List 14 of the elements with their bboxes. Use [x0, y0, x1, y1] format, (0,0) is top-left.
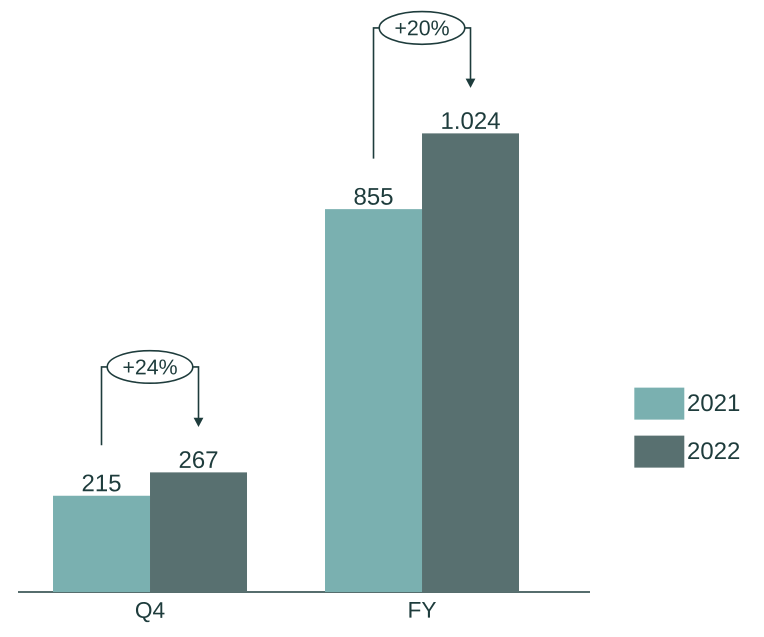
data-label: 1.024 — [442, 112, 500, 130]
data-label: 215 — [82, 474, 121, 492]
annotation: +24% — [123, 359, 177, 374]
bar — [422, 133, 520, 592]
data-label: 267 — [180, 451, 218, 468]
bar — [53, 496, 150, 592]
legend-label: 2022 — [688, 442, 740, 460]
bar — [325, 209, 422, 592]
bar — [150, 472, 248, 592]
text: +20% — [395, 20, 449, 36]
x-tick-label: FY — [409, 602, 436, 618]
x-tick-label: Q4 — [136, 602, 164, 622]
data-label: 855 — [354, 188, 393, 205]
legend-label: 2021 — [688, 394, 740, 412]
